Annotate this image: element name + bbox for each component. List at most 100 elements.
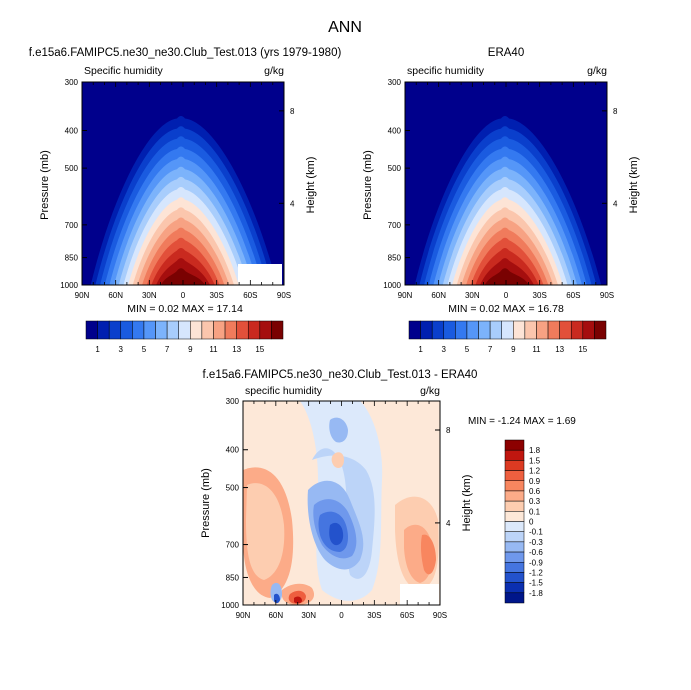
colorbar-swatch — [536, 320, 549, 340]
x-tick-label: 90N — [398, 291, 413, 300]
contour-band — [484, 268, 530, 285]
colorbar-model: 1 3 5 7 9 11 13 15 — [85, 320, 284, 354]
y-tick-label: 300 — [388, 78, 402, 87]
colorbar-swatch — [504, 480, 525, 492]
colorbar-swatch — [466, 320, 479, 340]
colorbar-swatch — [582, 320, 595, 340]
x-tick-label: 60S — [400, 611, 414, 620]
x-tick-label: 60S — [243, 291, 257, 300]
colorbar-tick-label: 1 — [95, 345, 100, 354]
y-axis-right-label: Height (km) — [628, 157, 640, 214]
colorbar-swatch — [155, 320, 168, 340]
x-tick-label: 30N — [465, 291, 480, 300]
x-tick-label: 30S — [533, 291, 547, 300]
colorbar-tick-label: -1.2 — [529, 568, 543, 577]
y-axis-right-label: Height (km) — [461, 475, 473, 532]
panel-era40: ERA40 specific humidity g/kg 30040050070… — [362, 47, 640, 354]
colorbar-difference: 1.81.51.20.90.60.30.10-0.1-0.3-0.6-0.9-1… — [504, 439, 543, 604]
panel-model: f.e15a6.FAMIPC5.ne30_ne30.Club_Test.013 … — [29, 47, 342, 354]
colorbar-swatch — [178, 320, 191, 340]
contour-band — [420, 534, 436, 575]
panel-model-contours — [82, 82, 284, 285]
y-tick-label: 1000 — [383, 281, 401, 290]
y-tick-label: 700 — [65, 221, 79, 230]
y-tick-label: 700 — [388, 221, 402, 230]
colorbar-tick-label: 1 — [418, 345, 423, 354]
y-right-tick-label: 4 — [446, 519, 451, 528]
x-tick-label: 60S — [566, 291, 580, 300]
colorbar-swatch — [504, 572, 525, 583]
y-right-tick-label: 4 — [290, 199, 295, 208]
contour-band — [329, 522, 344, 546]
y-tick-label: 500 — [226, 484, 240, 493]
colorbar-swatch — [504, 582, 525, 594]
colorbar-swatch — [201, 320, 214, 340]
panel-difference-stats: MIN = -1.24 MAX = 1.69 — [468, 416, 576, 427]
colorbar-swatch — [504, 490, 525, 502]
colorbar-swatch — [85, 320, 98, 340]
colorbar-tick-label: 7 — [165, 345, 170, 354]
colorbar-swatch — [504, 521, 525, 532]
y-tick-label: 700 — [226, 541, 240, 550]
panel-model-left-label: Specific humidity — [84, 65, 164, 77]
x-tick-label: 30S — [367, 611, 381, 620]
colorbar-swatch — [504, 541, 525, 553]
colorbar-tick-label: 5 — [142, 345, 147, 354]
panel-era40-title: ERA40 — [488, 47, 524, 59]
colorbar-tick-label: 13 — [555, 345, 564, 354]
colorbar-swatch — [443, 320, 456, 340]
colorbar-tick-label: 0.1 — [529, 507, 541, 516]
colorbar-swatch — [190, 320, 203, 340]
colorbar-tick-label: 7 — [488, 345, 493, 354]
panel-model-title: f.e15a6.FAMIPC5.ne30_ne30.Club_Test.013 … — [29, 47, 342, 59]
panel-difference-contours — [243, 401, 440, 605]
panel-difference-title: f.e15a6.FAMIPC5.ne30_ne30.Club_Test.013 … — [203, 369, 478, 381]
x-tick-label: 90N — [236, 611, 251, 620]
y-axis-label: Pressure (mb) — [362, 150, 374, 220]
colorbar-swatch — [420, 320, 433, 340]
colorbar-tick-label: -0.1 — [529, 528, 543, 537]
y-axis-label: Pressure (mb) — [39, 150, 51, 220]
x-tick-label: 60N — [268, 611, 283, 620]
colorbar-swatch — [513, 320, 526, 340]
panel-era40-left-label: specific humidity — [407, 65, 485, 77]
colorbar-swatch — [504, 551, 525, 563]
colorbar-swatch — [559, 320, 572, 340]
y-tick-label: 850 — [65, 254, 79, 263]
colorbar-tick-label: -0.3 — [529, 538, 543, 547]
panel-difference: f.e15a6.FAMIPC5.ne30_ne30.Club_Test.013 … — [200, 369, 576, 620]
colorbar-swatch — [455, 320, 468, 340]
colorbar-tick-label: 0.3 — [529, 497, 541, 506]
colorbar-swatch — [132, 320, 145, 340]
y-tick-label: 500 — [65, 164, 79, 173]
colorbar-tick-label: 0.9 — [529, 477, 541, 486]
panel-model-right-label: g/kg — [264, 65, 284, 77]
colorbar-swatch — [504, 449, 525, 461]
colorbar-swatch — [408, 320, 421, 340]
panel-era40-contours — [405, 82, 607, 285]
colorbar-tick-label: 1.2 — [529, 467, 541, 476]
y-tick-label: 1000 — [221, 601, 239, 610]
colorbar-swatch — [504, 592, 525, 604]
colorbar-tick-label: 1.8 — [529, 446, 541, 455]
colorbar-swatch — [501, 320, 514, 340]
colorbar-era40: 1 3 5 7 9 11 13 15 — [408, 320, 607, 354]
y-right-tick-label: 8 — [290, 107, 295, 116]
colorbar-tick-label: 13 — [232, 345, 241, 354]
colorbar-tick-label: 1.5 — [529, 456, 541, 465]
y-tick-label: 850 — [226, 573, 240, 582]
colorbar-swatch — [489, 320, 502, 340]
y-tick-label: 1000 — [60, 281, 78, 290]
colorbar-swatch — [166, 320, 179, 340]
panel-difference-left-label: specific humidity — [245, 385, 323, 397]
contour-band — [294, 596, 302, 604]
x-tick-label: 30N — [301, 611, 316, 620]
colorbar-tick-label: 15 — [255, 345, 264, 354]
colorbar-swatch — [547, 320, 560, 340]
x-tick-label: 60N — [108, 291, 123, 300]
x-tick-label: 90S — [433, 611, 447, 620]
x-tick-label: 60N — [431, 291, 446, 300]
panel-difference-right-label: g/kg — [420, 385, 440, 397]
figure-title: ANN — [328, 19, 362, 36]
colorbar-tick-label: 11 — [209, 345, 218, 354]
